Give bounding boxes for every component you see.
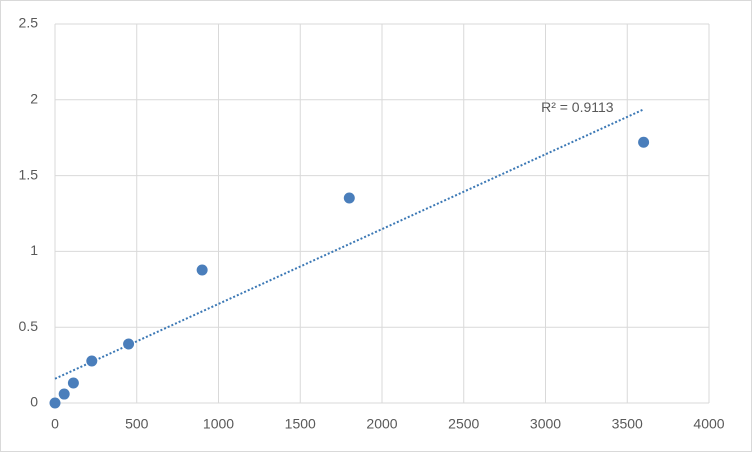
y-tick-label: 1	[30, 242, 38, 258]
y-tick-label: 0.5	[19, 318, 39, 334]
data-point	[86, 355, 98, 367]
data-point	[49, 397, 61, 409]
x-tick-label: 2000	[366, 416, 397, 432]
x-tick-label: 4000	[693, 416, 724, 432]
x-tick-label: 1000	[203, 416, 234, 432]
data-point	[123, 338, 135, 350]
data-point	[343, 192, 355, 204]
data-point	[638, 136, 650, 148]
x-tick-label: 1500	[285, 416, 316, 432]
y-tick-label: 2	[30, 91, 38, 107]
trendline-label: R² = 0.9113	[541, 99, 614, 115]
x-tick-label: 500	[125, 416, 149, 432]
x-tick-label: 3500	[612, 416, 643, 432]
y-tick-label: 1.5	[19, 166, 39, 182]
data-point	[196, 264, 208, 276]
x-tick-label: 2500	[448, 416, 479, 432]
y-tick-label: 2.5	[19, 15, 39, 31]
data-point	[58, 388, 70, 400]
x-tick-label: 0	[51, 416, 59, 432]
y-tick-label: 0	[30, 394, 38, 410]
data-point	[67, 377, 79, 389]
x-tick-label: 3000	[530, 416, 561, 432]
